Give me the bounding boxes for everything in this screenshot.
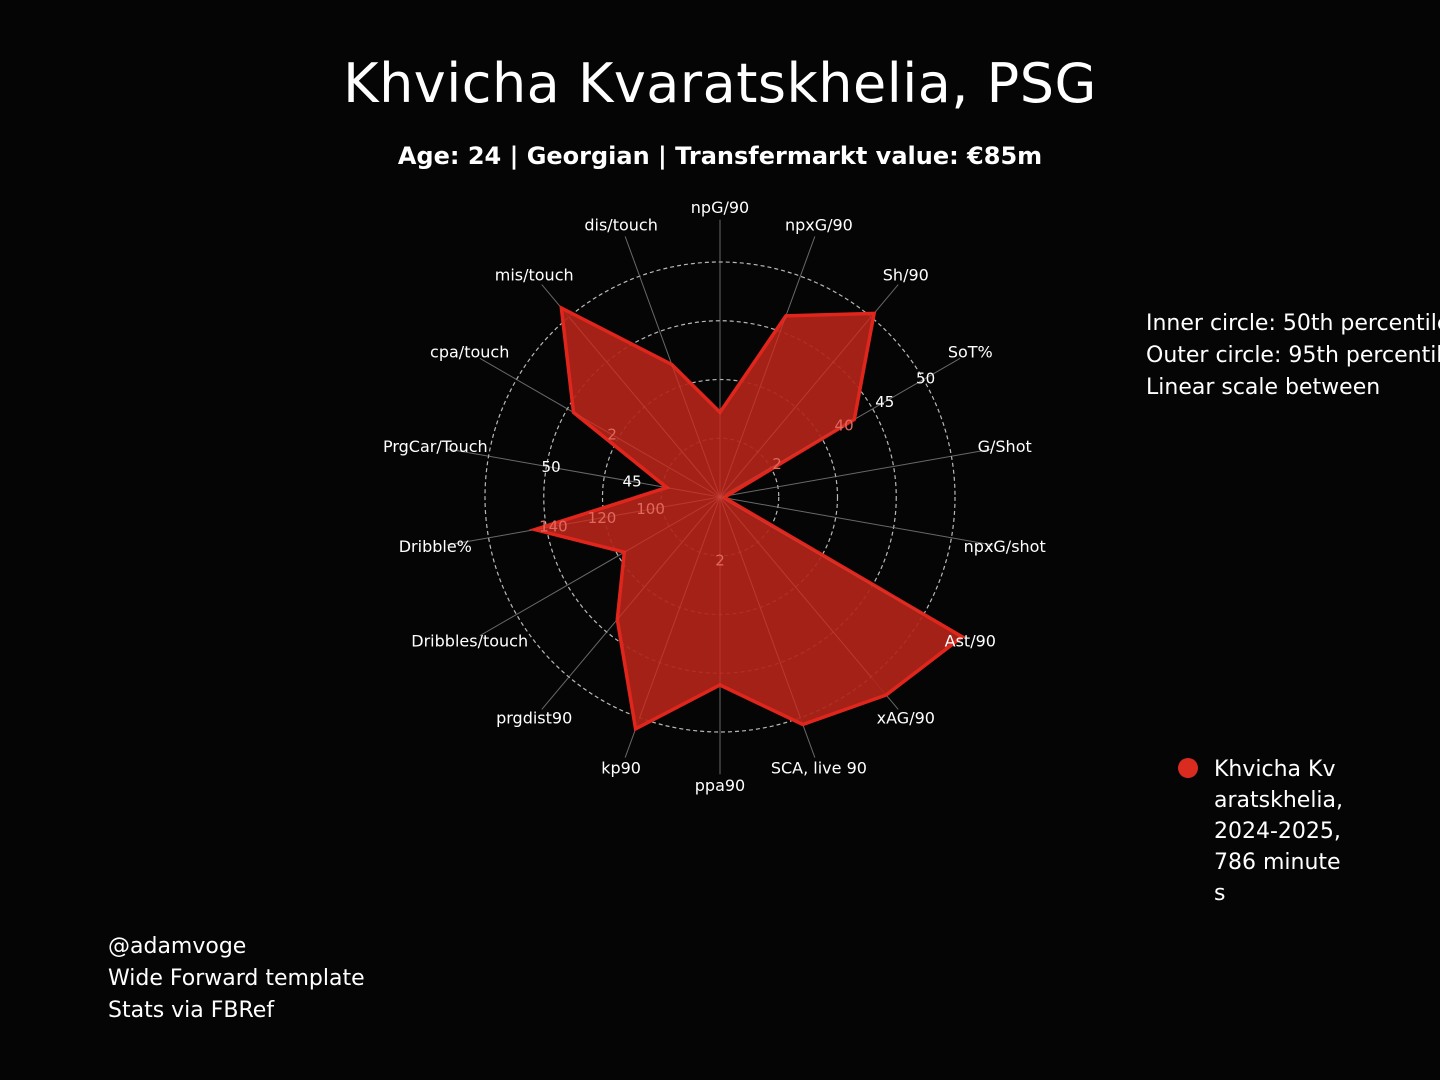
- series-spoke-overlay: [534, 496, 721, 531]
- series-spoke-overlay: [719, 496, 872, 678]
- series-spoke-overlay: [573, 411, 721, 498]
- credit-template: Wide Forward template: [108, 966, 365, 991]
- credits: @adamvoge Wide Forward template Stats vi…: [108, 931, 365, 1027]
- legend-label: Khvicha Kvaratskhelia, 2024-2025, 786 mi…: [1214, 757, 1344, 906]
- category-label: Dribbles/touch: [411, 632, 528, 651]
- radar-category-labels: npG/90 npxG/90 Sh/90 SoT% G/Shot npxG/shot Ast…: [383, 198, 1046, 795]
- category-label: dis/touch: [584, 215, 657, 234]
- category-label: PrgCar/Touch: [383, 437, 488, 456]
- tick-label: 50: [916, 369, 935, 387]
- series-spoke-overlay: [671, 364, 721, 498]
- tick-label: 50: [542, 458, 561, 476]
- series-spoke-overlay: [639, 496, 721, 718]
- category-label: ppa90: [695, 776, 745, 795]
- category-label: npG/90: [691, 198, 749, 217]
- category-label: Dribble%: [399, 537, 472, 556]
- tick-label: 2: [772, 455, 782, 473]
- credit-source: Stats via FBRef: [108, 998, 275, 1023]
- tick-label: 2: [607, 426, 617, 444]
- scale-note-inner: Inner circle: 50th percentile: [1146, 311, 1440, 336]
- chart-subtitle: Age: 24 | Georgian | Transfermarkt value…: [397, 142, 1043, 170]
- category-label: mis/touch: [495, 266, 574, 285]
- series-spoke-overlay: [719, 316, 872, 498]
- tick-label: 100: [636, 500, 665, 518]
- category-label: SoT%: [948, 343, 993, 362]
- series-spoke-overlay: [616, 496, 721, 620]
- series-spoke-overlay: [719, 496, 801, 718]
- grid-spoke-5: [719, 448, 994, 498]
- series-spoke-overlay: [568, 316, 721, 498]
- series-spoke-overlay: [719, 496, 924, 615]
- scale-notes: Inner circle: 50th percentile Outer circ…: [1146, 308, 1440, 404]
- tick-label: 120: [588, 509, 617, 527]
- grid-spoke-6: [719, 496, 994, 546]
- category-label: SCA, live 90: [771, 759, 867, 778]
- chart-title: Khvicha Kvaratskhelia, PSG: [343, 52, 1097, 115]
- category-label: cpa/touch: [430, 343, 509, 362]
- tick-label: 40: [835, 416, 854, 434]
- category-label: kp90: [601, 759, 641, 778]
- legend-marker: [1178, 758, 1198, 778]
- radar-tick-labels: 2 40 45 50 2 100 120 140 45 50 2: [539, 369, 935, 569]
- category-label: Ast/90: [945, 632, 996, 651]
- category-label: G/Shot: [978, 437, 1032, 456]
- series-spoke-overlay: [719, 315, 787, 498]
- tick-label: 140: [539, 517, 568, 535]
- category-label: npxG/shot: [964, 537, 1046, 556]
- category-label: xAG/90: [877, 708, 935, 727]
- radar-series-layer: [528, 304, 966, 732]
- tick-label: 45: [875, 393, 894, 411]
- scale-note-linear: Linear scale between: [1146, 375, 1381, 400]
- series-spoke-overlay: [666, 487, 721, 498]
- scale-note-outer: Outer circle: 95th percentile: [1146, 343, 1440, 368]
- category-label: Sh/90: [883, 266, 929, 285]
- tick-label: 45: [623, 473, 642, 491]
- credit-author: @adamvoge: [108, 934, 247, 959]
- category-label: npxG/90: [785, 215, 853, 234]
- series-spoke-overlay: [624, 496, 721, 553]
- category-label: prgdist90: [496, 708, 572, 727]
- tick-label: 2: [715, 552, 725, 570]
- series-spoke-overlay: [719, 419, 855, 498]
